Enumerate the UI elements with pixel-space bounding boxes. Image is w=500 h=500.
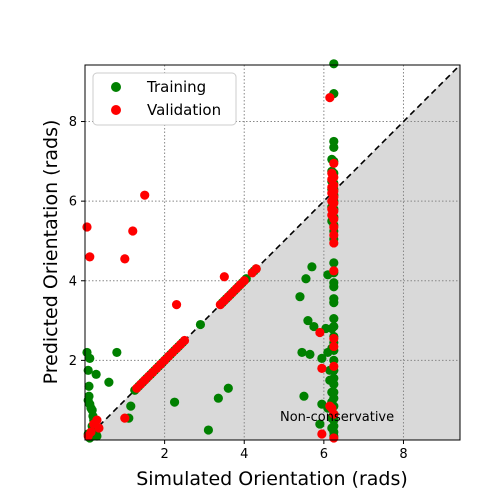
y-tick-label: 2 <box>69 354 77 369</box>
point-validation <box>171 300 182 310</box>
point-validation <box>325 93 335 103</box>
point-training <box>307 262 317 272</box>
point-training <box>126 401 136 411</box>
point-validation <box>120 254 130 264</box>
point-validation <box>329 409 339 419</box>
point-validation <box>120 413 130 423</box>
point-training <box>203 425 214 435</box>
y-tick-label: 6 <box>69 195 77 210</box>
point-validation <box>179 335 190 346</box>
point-validation <box>329 433 339 443</box>
x-tick-label: 8 <box>399 447 407 462</box>
point-training <box>169 397 180 407</box>
point-training <box>213 393 223 403</box>
x-tick-label: 2 <box>160 447 168 462</box>
point-validation <box>329 230 339 240</box>
identity-line-layer <box>84 64 461 441</box>
y-tick-label: 8 <box>69 115 77 130</box>
point-validation <box>82 222 92 232</box>
point-validation <box>329 172 339 182</box>
point-validation <box>329 333 339 344</box>
point-validation <box>329 222 339 232</box>
point-validation <box>329 158 339 168</box>
point-validation <box>83 431 93 441</box>
point-validation <box>94 423 104 433</box>
grid-layer <box>85 65 460 440</box>
point-training <box>299 391 309 401</box>
point-training <box>195 319 206 330</box>
point-validation <box>329 214 339 224</box>
point-training <box>85 353 95 363</box>
point-training <box>112 347 122 358</box>
legend-label-validation: Validation <box>147 101 221 119</box>
point-training <box>223 383 233 393</box>
point-validation <box>85 252 95 262</box>
point-training <box>329 379 339 389</box>
point-training <box>297 347 307 358</box>
point-training <box>315 419 325 429</box>
axes-frame-layer <box>84 64 461 441</box>
legend-marker-validation <box>111 105 121 115</box>
point-validation <box>329 238 339 248</box>
point-training <box>329 393 339 403</box>
y-axis-label: Predicted Orientation (rads) <box>40 120 62 385</box>
point-validation <box>317 363 327 373</box>
point-training <box>329 298 339 308</box>
x-tick-label: 4 <box>240 447 248 462</box>
point-training <box>329 142 339 153</box>
identity-line <box>84 64 461 441</box>
point-training <box>317 353 327 363</box>
point-training <box>303 315 313 326</box>
point-training <box>301 274 311 284</box>
point-training <box>309 321 319 332</box>
point-training <box>295 292 305 302</box>
point-validation <box>329 206 339 216</box>
point-validation <box>239 276 249 286</box>
series-validation <box>82 93 339 443</box>
point-training <box>329 59 339 69</box>
y-tick-label: 4 <box>69 274 77 289</box>
point-training <box>84 381 94 391</box>
point-validation <box>140 190 150 200</box>
point-training <box>329 321 339 332</box>
point-training <box>104 377 114 387</box>
point-validation <box>219 272 229 282</box>
point-validation <box>128 226 138 236</box>
point-training <box>329 258 339 268</box>
point-training <box>83 365 93 375</box>
point-validation <box>329 266 339 276</box>
points-layer <box>82 59 339 443</box>
point-validation <box>329 198 339 208</box>
axes-frame <box>84 64 461 441</box>
point-validation <box>317 429 327 439</box>
point-validation <box>251 264 261 274</box>
point-training <box>329 313 339 324</box>
point-validation <box>329 341 339 352</box>
point-training <box>329 282 339 292</box>
ticks-layer: 2 4 6 8 2 4 6 8 <box>69 115 408 462</box>
region-annotation: Non-conservative <box>280 410 394 425</box>
point-validation <box>329 361 339 371</box>
point-training <box>91 369 101 379</box>
legend-box <box>92 72 237 126</box>
x-tick-label: 6 <box>320 447 328 462</box>
legend: Training Validation <box>92 72 237 126</box>
x-axis-label: Simulated Orientation (rads) <box>136 468 408 490</box>
point-training <box>305 349 315 360</box>
legend-label-training: Training <box>146 78 206 96</box>
legend-marker-training <box>111 82 121 92</box>
point-validation <box>315 327 325 338</box>
